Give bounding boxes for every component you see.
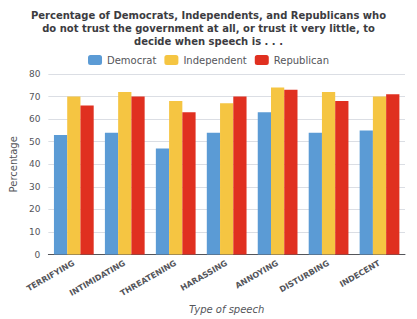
svg-text:30: 30 [29, 182, 41, 192]
svg-text:TERRIFYING: TERRIFYING [25, 259, 76, 294]
svg-text:70: 70 [29, 92, 41, 102]
svg-text:Democrat: Democrat [107, 55, 156, 66]
svg-text:INTIMIDATING: INTIMIDATING [68, 259, 127, 298]
svg-text:Percentage: Percentage [8, 136, 19, 192]
svg-text:Type of speech: Type of speech [189, 304, 264, 315]
svg-text:ANNOYING: ANNOYING [234, 259, 280, 291]
svg-text:decide when speech is . . .: decide when speech is . . . [134, 36, 283, 47]
svg-text:Independent: Independent [183, 55, 246, 66]
svg-text:Percentage of Democrats, Indep: Percentage of Democrats, Independents, a… [31, 10, 386, 21]
svg-text:Republican: Republican [274, 55, 329, 66]
svg-text:HARASSING: HARASSING [179, 259, 229, 293]
svg-text:50: 50 [29, 137, 41, 147]
svg-text:THREATENING: THREATENING [119, 259, 178, 298]
svg-text:20: 20 [29, 204, 41, 214]
svg-text:DISTURBING: DISTURBING [278, 259, 331, 295]
svg-text:10: 10 [29, 227, 41, 237]
svg-text:60: 60 [29, 114, 41, 124]
svg-text:80: 80 [29, 69, 41, 79]
svg-text:0: 0 [35, 250, 41, 260]
svg-text:40: 40 [29, 159, 41, 169]
svg-text:INDECENT: INDECENT [338, 258, 382, 289]
svg-text:do not trust the government at: do not trust the government at all, or t… [42, 23, 375, 34]
